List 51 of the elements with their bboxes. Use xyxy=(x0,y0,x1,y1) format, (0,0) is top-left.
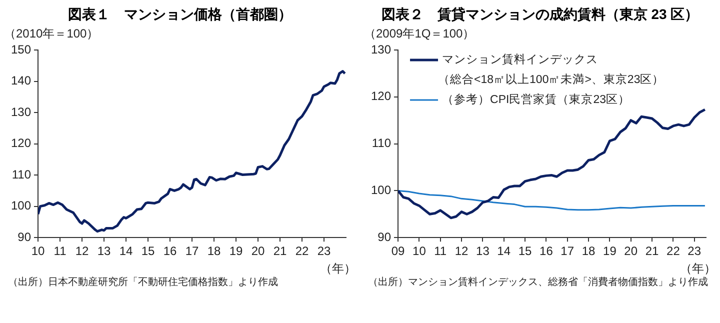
legend-label: （参考）CPI民営家賃（東京23区） xyxy=(442,92,630,106)
x-tick-label: 10 xyxy=(412,244,426,258)
y-tick-label: 100 xyxy=(10,198,32,213)
x-tick-label: 15 xyxy=(141,244,156,258)
y-tick-label: 140 xyxy=(10,74,32,88)
y-axis-title: （2010年＝100） xyxy=(4,26,99,40)
y-tick-label: 130 xyxy=(10,104,32,119)
x-axis-title: （年） xyxy=(320,261,356,276)
x-tick-label: 11 xyxy=(434,244,447,258)
x-tick-label: 12 xyxy=(75,244,90,258)
x-tick-label: 23 xyxy=(317,244,331,258)
x-tick-label: 14 xyxy=(119,244,134,258)
x-axis-title: （年） xyxy=(680,261,716,276)
y-tick-label: 90 xyxy=(18,230,32,244)
y-tick-label: 120 xyxy=(10,136,32,150)
text: （出所）日本不動産研究所「不動研住宅価格指数」より作成 xyxy=(7,276,279,289)
y-tick-label: 120 xyxy=(370,89,392,104)
chart-title: 図表１ マンション価格（首都圏） xyxy=(67,5,293,24)
legend-label: マンション賃料インデックス（総合<18㎡以上100㎡未満>、東京23区） xyxy=(438,53,664,86)
x-tick-label: 23 xyxy=(688,244,702,258)
x-tick-label: 09 xyxy=(391,244,406,258)
y-tick-label: 150 xyxy=(10,42,32,56)
x-tick-label: 16 xyxy=(163,244,178,258)
chart-title: 図表２ 賃貸マンションの成約賃料（東京 23 区） xyxy=(380,5,700,24)
x-tick-label: 19 xyxy=(229,244,243,258)
x-tick-label: 19 xyxy=(603,244,617,258)
x-tick-label: 12 xyxy=(454,244,469,258)
y-tick-label: 100 xyxy=(370,183,392,198)
x-tick-label: 20 xyxy=(251,244,265,258)
x-tick-label: 22 xyxy=(666,244,680,258)
x-tick-label: 13 xyxy=(97,244,112,258)
text: （出所）マンション賃料インデックス、総務省「消費者物価指数」より作成 xyxy=(367,276,709,289)
y-tick-label: 110 xyxy=(372,136,392,150)
x-tick-label: 17 xyxy=(560,244,574,258)
x-tick-label: 18 xyxy=(582,244,596,258)
y-axis-title: （2009年1Q＝100） xyxy=(364,26,475,40)
x-tick-label: 14 xyxy=(497,244,511,258)
y-tick-label: 130 xyxy=(370,42,392,56)
x-tick-label: 21 xyxy=(645,244,660,258)
x-tick-label: 22 xyxy=(295,244,309,258)
x-tick-label: 16 xyxy=(540,244,554,258)
x-tick-label: 11 xyxy=(54,244,67,258)
x-tick-label: 10 xyxy=(31,244,46,258)
x-tick-label: 15 xyxy=(518,244,532,258)
y-tick-label: 110 xyxy=(12,167,32,182)
x-tick-label: 20 xyxy=(624,244,638,258)
x-tick-label: 21 xyxy=(273,244,287,258)
x-tick-label: 18 xyxy=(207,244,222,258)
x-tick-label: 17 xyxy=(185,244,200,258)
x-tick-label: 13 xyxy=(476,244,490,258)
y-tick-label: 90 xyxy=(378,230,392,244)
